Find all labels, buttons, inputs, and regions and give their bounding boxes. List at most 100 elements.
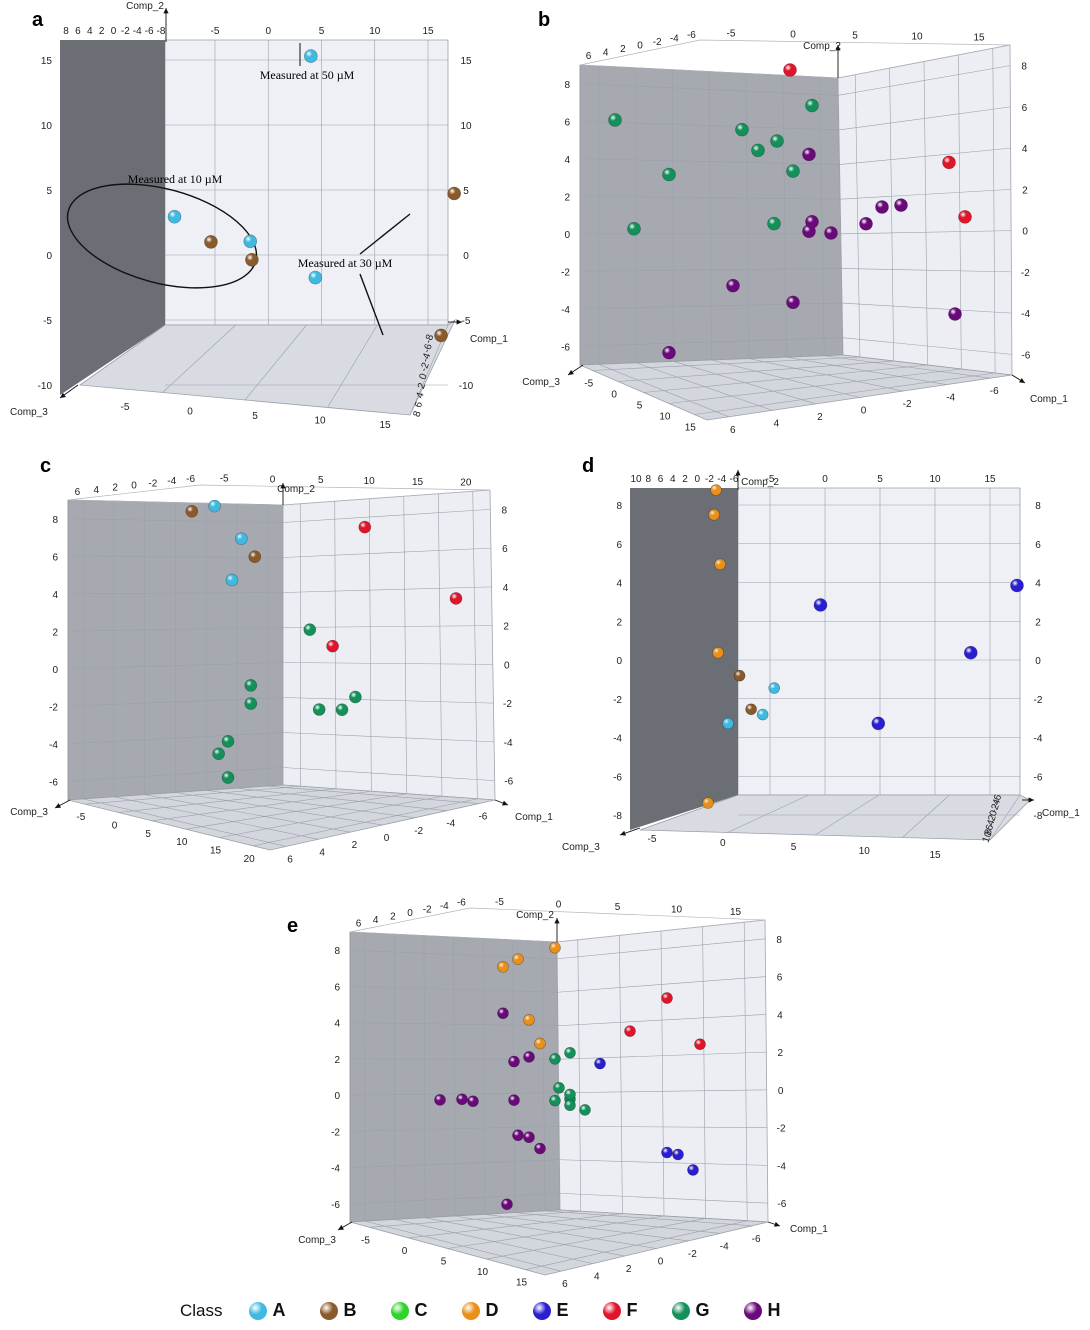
- left-y-tick: 2: [52, 627, 58, 638]
- floor-right-tick: 6: [287, 854, 293, 865]
- axis-label-comp3: Comp_3: [10, 807, 48, 818]
- grid-line: [727, 794, 809, 833]
- grid-line: [394, 1219, 593, 1264]
- leftwall-tick: 6: [75, 26, 81, 37]
- floor-tick: 5: [791, 842, 797, 853]
- floor-tick: 0: [720, 838, 726, 849]
- side-tick: 4: [985, 818, 997, 827]
- legend-label: G: [695, 1300, 710, 1320]
- point-class-g: [735, 122, 749, 137]
- floor-right-tick: 4: [594, 1272, 600, 1283]
- grid-line: [206, 790, 415, 819]
- left-y-tick: -2: [561, 267, 570, 278]
- grid-line: [244, 324, 307, 401]
- top-left-tick: 0: [407, 908, 413, 919]
- top-right-tick: 5: [318, 475, 324, 486]
- legend-swatch: [602, 1301, 621, 1320]
- grid-line: [162, 324, 236, 393]
- point-class-g: [549, 1094, 561, 1107]
- point-class-g: [564, 1088, 576, 1101]
- point-class-h: [434, 1094, 446, 1106]
- left-y-tick: 6: [616, 540, 622, 551]
- right-y-tick: -4: [777, 1161, 786, 1172]
- floor-right-tick: -6: [990, 386, 999, 397]
- axis-arrow: [835, 45, 841, 78]
- right-y-tick: -4: [1021, 309, 1030, 320]
- legend-swatch: [319, 1301, 338, 1320]
- legend-label: C: [414, 1300, 428, 1320]
- point-class-b: [248, 550, 262, 564]
- right-y-tick: -6: [1021, 350, 1030, 361]
- top-right-tick: 10: [671, 904, 683, 915]
- point-class-h: [875, 200, 889, 214]
- floor-right-tick: -4: [446, 819, 455, 830]
- leftwall-tick: 4: [87, 26, 93, 37]
- grid-line: [482, 938, 486, 1215]
- leftwall-tick: 6: [658, 474, 664, 485]
- legend-item-e: E: [532, 1300, 569, 1321]
- right-y-tick: 8: [502, 505, 508, 516]
- axis-label-comp2: Comp_2: [803, 41, 841, 52]
- left-y-tick: 8: [52, 515, 58, 526]
- panel-letter-c: c: [40, 455, 51, 477]
- legend-label: A: [272, 1300, 286, 1320]
- top-x-tick: 10: [369, 26, 381, 37]
- leftwall-tick: 0: [111, 26, 117, 37]
- leftwall-tick: 2: [682, 474, 688, 485]
- grid-line: [889, 68, 894, 362]
- right-y-tick: 6: [777, 973, 783, 984]
- axis-label-comp1: Comp_1: [1030, 394, 1068, 405]
- legend-swatch: [248, 1301, 267, 1320]
- floor-tick: 15: [929, 850, 941, 861]
- point-class-g: [221, 735, 235, 748]
- right-y-tick: 2: [1022, 185, 1028, 196]
- right-y-tick: 2: [1035, 617, 1041, 628]
- point-class-e: [871, 716, 886, 731]
- left-y-tick: -5: [43, 316, 52, 327]
- grid-line: [660, 930, 665, 1217]
- grid-line: [144, 794, 351, 833]
- floor-right-tick: -2: [688, 1249, 697, 1260]
- grid-line: [175, 792, 383, 826]
- axis-label-comp1: Comp_1: [1042, 808, 1080, 819]
- legend-row: Class A B C D E F G H: [180, 1300, 815, 1321]
- leftwall-tick: 2: [99, 26, 105, 37]
- grid-line: [544, 1210, 753, 1227]
- top-left-tick: 2: [390, 911, 396, 922]
- floor-tick: 10: [859, 846, 871, 857]
- point-class-h: [859, 216, 873, 231]
- top-right-tick: 15: [730, 907, 742, 918]
- top-x-tick: 5: [319, 26, 325, 37]
- point-class-g: [805, 98, 819, 113]
- floor-right-tick: 2: [626, 1264, 632, 1275]
- point-class-b: [745, 703, 757, 716]
- top-left-tick: 4: [373, 915, 379, 926]
- grid-line: [989, 794, 1021, 841]
- floor-left-tick: 5: [145, 829, 151, 840]
- legend-swatch: [671, 1301, 690, 1320]
- right-y-tick: -10: [459, 381, 474, 392]
- point-class-b: [245, 252, 259, 267]
- right-y-tick: 4: [777, 1010, 783, 1021]
- leftwall-tick: 10: [630, 474, 642, 485]
- left-wall: [60, 40, 165, 395]
- grid-line: [327, 324, 378, 408]
- top-left-tick: -6: [186, 474, 195, 485]
- legend-label: F: [626, 1300, 638, 1320]
- panel-letter-e: e: [287, 915, 298, 937]
- axis-label-comp2: Comp_2: [277, 484, 315, 495]
- left-y-tick: 4: [564, 155, 570, 166]
- point-class-b: [733, 669, 746, 682]
- legend-item-h: H: [743, 1300, 781, 1321]
- annotation-10uM: Measured at 10 µM: [128, 172, 223, 186]
- right-y-tick: 0: [1035, 656, 1041, 667]
- grid-line: [749, 358, 904, 392]
- point-class-a: [167, 209, 182, 224]
- floor-right-tick: 6: [562, 1279, 568, 1290]
- axis-label-comp3: Comp_3: [562, 842, 600, 853]
- axis-arrow: [567, 364, 584, 376]
- right-y-tick: 0: [463, 251, 469, 262]
- leftwall-tick: -2: [121, 26, 130, 37]
- point-class-b: [185, 504, 199, 518]
